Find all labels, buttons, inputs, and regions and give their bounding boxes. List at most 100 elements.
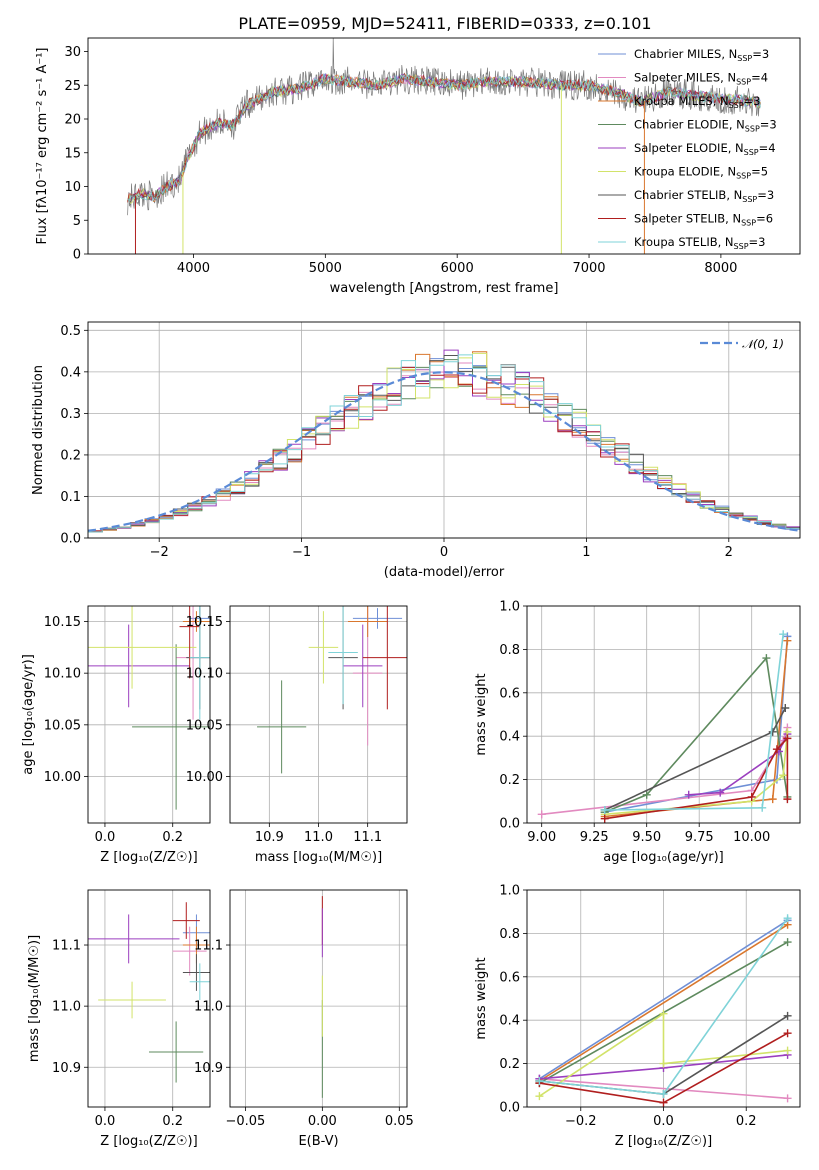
x-tick-label: 0.00 bbox=[308, 1114, 337, 1129]
panel-weight-vs-Z: −0.2 0.0 0.2 0.0 0.2 0.4 0.6 0.8 1.0 Z [log₁₀(Z/Z… bbox=[474, 884, 801, 1149]
y-tick-label: 10.05 bbox=[186, 718, 223, 733]
weight-marker bbox=[659, 1089, 668, 1098]
panel-mass-vs-Z: 0.0 0.2 10.9 11.0 11.1 Z [log₁₀(Z/Z☉)] mass [l… bbox=[27, 889, 211, 1149]
axes-frame bbox=[87, 889, 211, 1108]
x-tick-label: 9.75 bbox=[685, 830, 714, 845]
x-axis-label: wavelength [Angstrom, rest frame] bbox=[330, 281, 559, 296]
weight-marker bbox=[783, 914, 792, 923]
legend-entry: Salpeter STELIB, NSSP=6 bbox=[634, 212, 773, 228]
plot-area-weight-vs-Z bbox=[535, 914, 792, 1107]
y-tick-label: 10.10 bbox=[44, 667, 81, 682]
x-tick-label: 0.05 bbox=[385, 1114, 414, 1129]
x-axis-label: mass [log₁₀(M/M☉)] bbox=[255, 850, 382, 865]
x-tick-label: 10.9 bbox=[255, 830, 284, 845]
weight-marker bbox=[772, 745, 781, 754]
legend-entry: Chabrier ELODIE, NSSP=3 bbox=[634, 118, 777, 134]
legend-entry: Salpeter ELODIE, NSSP=4 bbox=[634, 141, 776, 157]
x-tick-label: 11.1 bbox=[353, 830, 382, 845]
normal-legend-label: 𝒩(0, 1) bbox=[742, 337, 784, 351]
x-tick-label: 11.0 bbox=[304, 830, 333, 845]
x-tick-label: 6000 bbox=[441, 261, 474, 276]
panel-mass-vs-ebv: −0.05 0.00 0.05 10.9 11.0 11.1 E(B-V) bbox=[194, 889, 414, 1149]
x-tick-label: 9.25 bbox=[580, 830, 609, 845]
weight-marker bbox=[758, 803, 767, 812]
weight-marker bbox=[600, 814, 609, 823]
panel-age-vs-mass: 10.9 11.0 11.1 10.00 10.05 10.10 10.15 mass [lo… bbox=[186, 605, 408, 865]
x-axis-label: Z [log₁₀(Z/Z☉)] bbox=[100, 1134, 197, 1149]
y-tick-label: 10.05 bbox=[44, 718, 81, 733]
legend-entry: Chabrier STELIB, NSSP=3 bbox=[634, 188, 774, 204]
y-tick-label: 0.2 bbox=[499, 773, 520, 788]
x-tick-label: 10.00 bbox=[733, 830, 770, 845]
weight-marker bbox=[768, 795, 777, 804]
weight-marker bbox=[779, 630, 788, 639]
y-tick-label: 30 bbox=[64, 45, 81, 60]
plot-area-age-vs-Z bbox=[88, 606, 210, 810]
plot-area-age-vs-mass bbox=[257, 606, 407, 774]
figure-title: PLATE=0959, MJD=52411, FIBERID=0333, z=0… bbox=[238, 14, 651, 33]
weight-marker bbox=[747, 792, 756, 801]
x-tick-label: −2 bbox=[150, 545, 169, 560]
weight-series-line bbox=[604, 636, 789, 813]
weight-series-line bbox=[604, 731, 789, 816]
y-tick-label: 0.8 bbox=[499, 927, 520, 942]
y-tick-label: 0.2 bbox=[499, 1057, 520, 1072]
weight-marker bbox=[659, 1059, 668, 1068]
weight-series-line bbox=[604, 640, 789, 818]
weight-marker bbox=[783, 1011, 792, 1020]
weight-marker bbox=[783, 1094, 792, 1103]
weight-marker bbox=[783, 734, 792, 743]
weight-marker bbox=[768, 727, 777, 736]
y-tick-label: 11.0 bbox=[52, 1000, 81, 1015]
y-tick-label: 0.5 bbox=[60, 324, 81, 339]
axes-frame bbox=[526, 889, 801, 1108]
y-tick-label: 10 bbox=[64, 180, 81, 195]
y-tick-label: 0.3 bbox=[60, 407, 81, 422]
plot-area-residuals bbox=[88, 349, 800, 533]
plot-area-mass-vs-Z bbox=[88, 902, 210, 1083]
weight-marker bbox=[537, 810, 546, 819]
panel-weight-vs-age: 9.00 9.25 9.50 9.75 10.00 0.0 0.2 0.4 0.6 0.8 1.0 a… bbox=[474, 600, 801, 865]
y-tick-label: 0 bbox=[73, 248, 81, 263]
y-tick-label: 0.2 bbox=[60, 448, 81, 463]
weight-marker bbox=[600, 805, 609, 814]
y-axis-label: mass weight bbox=[474, 957, 489, 1039]
weight-marker bbox=[783, 938, 792, 947]
y-tick-label: 11.1 bbox=[52, 939, 81, 954]
weight-marker bbox=[659, 1009, 668, 1018]
y-tick-label: 10.15 bbox=[186, 615, 223, 630]
y-tick-label: 0.4 bbox=[60, 365, 81, 380]
y-tick-label: 5 bbox=[73, 214, 81, 229]
x-tick-label: 4000 bbox=[177, 261, 210, 276]
axes-frame bbox=[87, 321, 801, 539]
x-tick-label: 0.2 bbox=[162, 1114, 183, 1129]
y-tick-label: 0.0 bbox=[499, 1101, 520, 1116]
y-tick-label: 1.0 bbox=[499, 600, 520, 615]
weight-series-line bbox=[538, 919, 789, 1080]
weight-marker bbox=[762, 654, 771, 663]
panel-residuals: −2 −1 0 1 2 0.0 0.1 0.2 0.3 0.4 0.5 (data-model)/er… bbox=[31, 321, 801, 580]
legend-entry: Chabrier MILES, NSSP=3 bbox=[634, 47, 769, 63]
x-tick-label: 7000 bbox=[572, 261, 605, 276]
axes-frame bbox=[229, 889, 408, 1108]
y-tick-label: 10.00 bbox=[44, 770, 81, 785]
y-tick-label: 11.1 bbox=[194, 939, 223, 954]
y-tick-label: 0.6 bbox=[499, 686, 520, 701]
x-axis-label: Z [log₁₀(Z/Z☉)] bbox=[615, 1134, 712, 1149]
y-tick-label: 1.0 bbox=[499, 884, 520, 899]
x-axis-label: (data-model)/error bbox=[384, 565, 505, 580]
x-tick-label: 9.00 bbox=[527, 830, 556, 845]
weight-series-line bbox=[539, 1078, 788, 1100]
x-tick-label: −1 bbox=[292, 545, 311, 560]
y-tick-label: 25 bbox=[64, 79, 81, 94]
x-tick-label: 0.0 bbox=[95, 1114, 116, 1129]
weight-series-line bbox=[538, 924, 789, 1082]
x-tick-label: 9.50 bbox=[632, 830, 661, 845]
y-tick-label: 0.4 bbox=[499, 1014, 520, 1029]
axes-frame bbox=[229, 605, 408, 824]
weight-marker bbox=[535, 1092, 544, 1101]
x-tick-label: −0.2 bbox=[565, 1114, 597, 1129]
y-axis-label: mass weight bbox=[474, 673, 489, 755]
y-tick-label: 10.10 bbox=[186, 667, 223, 682]
